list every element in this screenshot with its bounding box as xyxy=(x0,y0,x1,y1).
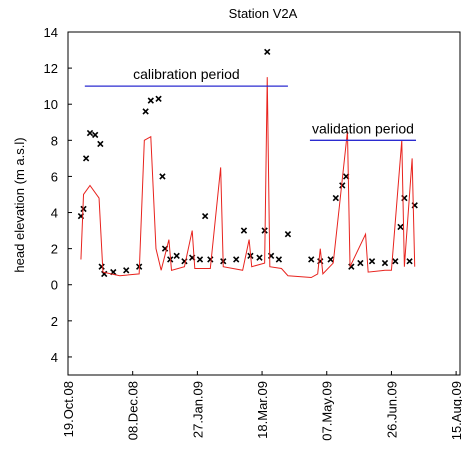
observed-marker xyxy=(406,258,413,265)
observed-marker xyxy=(207,256,214,263)
observed-marker xyxy=(201,212,209,220)
observed-marker xyxy=(147,97,154,104)
x-tick-label: 19.Oct.08 xyxy=(61,381,76,437)
y-tick-label: 10 xyxy=(44,97,58,112)
observed-marker xyxy=(284,231,292,238)
x-tick-label: 18.Mar.09 xyxy=(255,381,270,439)
y-tick-label: 4 xyxy=(51,206,58,221)
observed-marker xyxy=(86,129,94,137)
observed-marker xyxy=(97,140,104,148)
y-tick-label: 4 xyxy=(51,350,58,365)
simulated-line xyxy=(80,77,416,279)
observed-marker xyxy=(357,259,364,267)
x-tick-label: 27.Jan.09 xyxy=(190,381,205,438)
observed-marker xyxy=(92,131,99,139)
observed-marker xyxy=(196,256,204,263)
chart-title: Station V2A xyxy=(229,6,298,21)
y-tick-label: 8 xyxy=(51,133,58,148)
y-tick-label: 2 xyxy=(51,314,58,329)
observed-marker xyxy=(142,108,149,115)
observed-marker xyxy=(368,258,376,265)
observed-marker xyxy=(392,258,399,265)
observed-marker xyxy=(173,252,180,260)
x-tick-label: 07.May.09 xyxy=(320,381,335,441)
x-tick-label: 15.Aug.09 xyxy=(449,381,462,440)
observed-marker xyxy=(98,263,105,270)
y-tick-label: 14 xyxy=(44,25,58,40)
observed-marker xyxy=(397,223,404,231)
x-tick-label: 26.Jun.09 xyxy=(384,381,399,438)
observed-marker xyxy=(339,182,346,189)
y-tick-label: 12 xyxy=(44,61,58,76)
plot-frame xyxy=(67,31,461,376)
y-tick-label: 2 xyxy=(51,242,58,257)
observed-marker xyxy=(233,256,240,263)
y-tick-label: 0 xyxy=(51,278,58,293)
observed-marker xyxy=(308,256,315,263)
observed-marker xyxy=(332,194,339,202)
observed-marker xyxy=(123,267,130,274)
observed-marker xyxy=(381,259,389,267)
x-tick-label: 08.Dec.08 xyxy=(126,381,141,440)
period-label: validation period xyxy=(312,120,414,136)
y-tick-label: 6 xyxy=(51,169,58,184)
observed-marker xyxy=(256,254,263,261)
observed-marker xyxy=(275,256,283,263)
observed-marker xyxy=(240,227,248,234)
observed-marker xyxy=(155,95,162,102)
observed-marker xyxy=(264,48,271,56)
period-label: calibration period xyxy=(133,66,240,82)
observed-marker xyxy=(80,205,87,213)
observed-marker xyxy=(159,173,166,180)
y-axis-label: head elevation (m a.s.l) xyxy=(12,137,27,272)
observed-marker xyxy=(327,256,334,263)
observed-marker xyxy=(82,155,90,162)
